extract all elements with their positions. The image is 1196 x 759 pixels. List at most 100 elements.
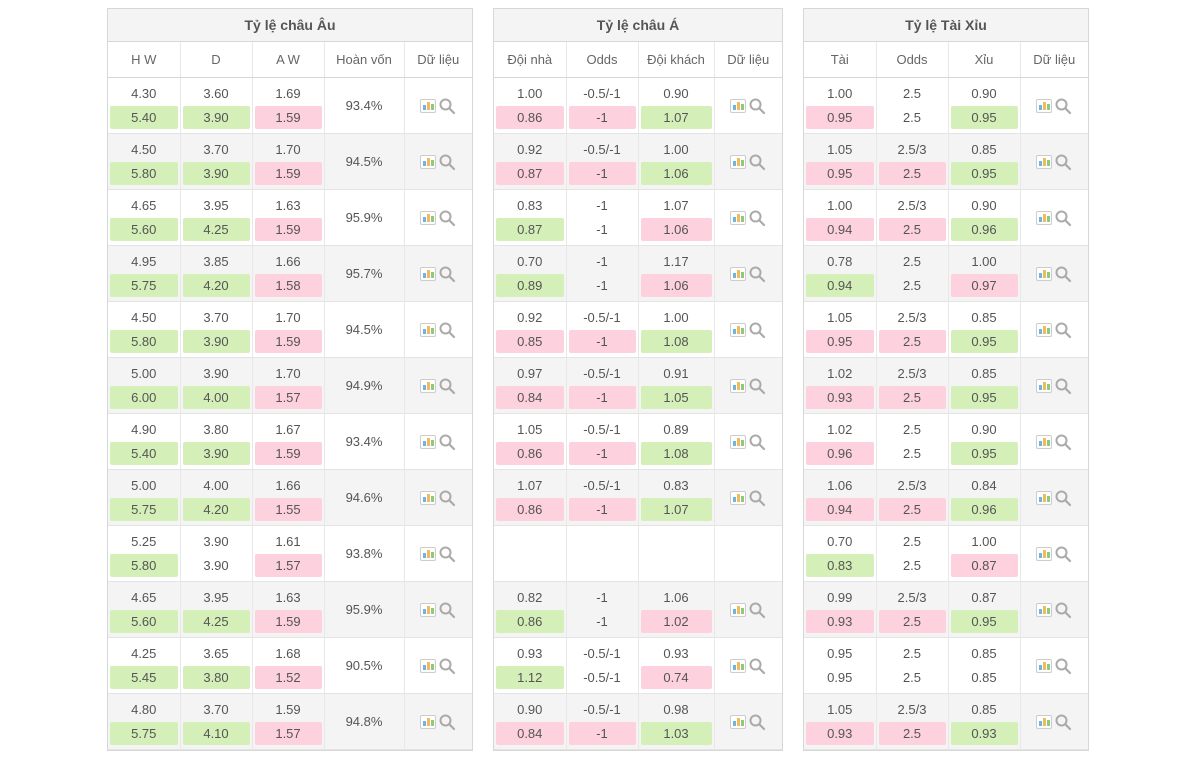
search-icon[interactable] <box>438 321 456 339</box>
search-icon[interactable] <box>438 153 456 171</box>
search-icon[interactable] <box>438 713 456 731</box>
search-icon[interactable] <box>748 377 766 395</box>
odds-value: 4.65 <box>110 586 178 610</box>
chart-icon[interactable] <box>1036 379 1052 393</box>
odds-value: 5.80 <box>110 554 178 578</box>
search-icon[interactable] <box>1054 265 1072 283</box>
search-icon[interactable] <box>1054 97 1072 115</box>
chart-icon[interactable] <box>1036 603 1052 617</box>
data-cell <box>1020 638 1088 694</box>
chart-icon[interactable] <box>420 323 436 337</box>
chart-icon[interactable] <box>1036 715 1052 729</box>
chart-icon[interactable] <box>1036 491 1052 505</box>
odds-value: 1.59 <box>255 610 322 634</box>
chart-icon[interactable] <box>420 155 436 169</box>
search-icon[interactable] <box>748 209 766 227</box>
search-icon[interactable] <box>748 321 766 339</box>
search-icon[interactable] <box>1054 713 1072 731</box>
chart-icon[interactable] <box>730 99 746 113</box>
table-row: 0.700.89-1-11.171.06 <box>494 246 782 302</box>
search-icon[interactable] <box>748 433 766 451</box>
odds-value: 1.00 <box>806 82 874 106</box>
search-icon[interactable] <box>1054 153 1072 171</box>
search-icon[interactable] <box>1054 377 1072 395</box>
search-icon[interactable] <box>1054 433 1072 451</box>
search-icon[interactable] <box>748 601 766 619</box>
chart-icon[interactable] <box>420 379 436 393</box>
odds-value: 1.52 <box>255 666 322 690</box>
chart-icon[interactable] <box>1036 435 1052 449</box>
search-icon[interactable] <box>438 489 456 507</box>
search-icon[interactable] <box>438 657 456 675</box>
chart-icon[interactable] <box>1036 155 1052 169</box>
search-icon[interactable] <box>1054 489 1072 507</box>
chart-icon[interactable] <box>420 547 436 561</box>
chart-icon[interactable] <box>730 211 746 225</box>
cell-under: 1.000.87 <box>948 526 1020 582</box>
chart-icon[interactable] <box>1036 323 1052 337</box>
chart-icon[interactable] <box>730 155 746 169</box>
chart-icon[interactable] <box>1036 267 1052 281</box>
cell-under: 0.850.95 <box>948 134 1020 190</box>
search-icon[interactable] <box>1054 545 1072 563</box>
search-icon[interactable] <box>438 601 456 619</box>
cell-aw: 1.591.57 <box>252 694 324 750</box>
cell-d: 3.603.90 <box>180 78 252 134</box>
chart-icon[interactable] <box>420 491 436 505</box>
odds-value: -1 <box>569 162 636 186</box>
table-row: 4.655.603.954.251.631.5995.9% <box>108 582 472 638</box>
cell-odds: -0.5/-1-1 <box>566 134 638 190</box>
cell-over: 0.950.95 <box>804 638 876 694</box>
cell-away: 0.901.07 <box>638 78 714 134</box>
search-icon[interactable] <box>1054 209 1072 227</box>
chart-icon[interactable] <box>420 211 436 225</box>
chart-icon[interactable] <box>730 379 746 393</box>
chart-icon[interactable] <box>420 267 436 281</box>
search-icon[interactable] <box>438 209 456 227</box>
chart-icon[interactable] <box>1036 659 1052 673</box>
chart-icon[interactable] <box>730 603 746 617</box>
search-icon[interactable] <box>438 545 456 563</box>
odds-value: 5.00 <box>110 474 178 498</box>
search-icon[interactable] <box>438 433 456 451</box>
odds-value: 1.05 <box>641 386 712 410</box>
col-odds: Odds <box>876 42 948 78</box>
cell-hw: 5.006.00 <box>108 358 180 414</box>
search-icon[interactable] <box>748 153 766 171</box>
chart-icon[interactable] <box>420 715 436 729</box>
chart-icon[interactable] <box>420 603 436 617</box>
data-cell <box>404 638 472 694</box>
cell-odds: -1-1 <box>566 190 638 246</box>
chart-icon[interactable] <box>1036 211 1052 225</box>
search-icon[interactable] <box>748 489 766 507</box>
search-icon[interactable] <box>748 265 766 283</box>
chart-icon[interactable] <box>420 659 436 673</box>
chart-icon[interactable] <box>730 267 746 281</box>
odds-value: 0.86 <box>496 442 564 466</box>
odds-value: 2.5/3 <box>879 138 946 162</box>
search-icon[interactable] <box>438 265 456 283</box>
chart-icon[interactable] <box>420 435 436 449</box>
chart-icon[interactable] <box>420 99 436 113</box>
search-icon[interactable] <box>748 713 766 731</box>
odds-value: 1.57 <box>255 554 322 578</box>
search-icon[interactable] <box>1054 321 1072 339</box>
chart-icon[interactable] <box>730 491 746 505</box>
search-icon[interactable] <box>748 657 766 675</box>
chart-icon[interactable] <box>1036 99 1052 113</box>
cell-d: 4.004.20 <box>180 470 252 526</box>
search-icon[interactable] <box>1054 657 1072 675</box>
chart-icon[interactable] <box>1036 547 1052 561</box>
odds-value: 2.5/3 <box>879 306 946 330</box>
search-icon[interactable] <box>438 97 456 115</box>
chart-icon[interactable] <box>730 435 746 449</box>
chart-icon[interactable] <box>730 715 746 729</box>
chart-icon[interactable] <box>730 323 746 337</box>
search-icon[interactable] <box>438 377 456 395</box>
odds-value: 5.45 <box>110 666 178 690</box>
empty-cell <box>566 526 638 582</box>
chart-icon[interactable] <box>730 659 746 673</box>
search-icon[interactable] <box>1054 601 1072 619</box>
cell-hw: 4.955.75 <box>108 246 180 302</box>
search-icon[interactable] <box>748 97 766 115</box>
